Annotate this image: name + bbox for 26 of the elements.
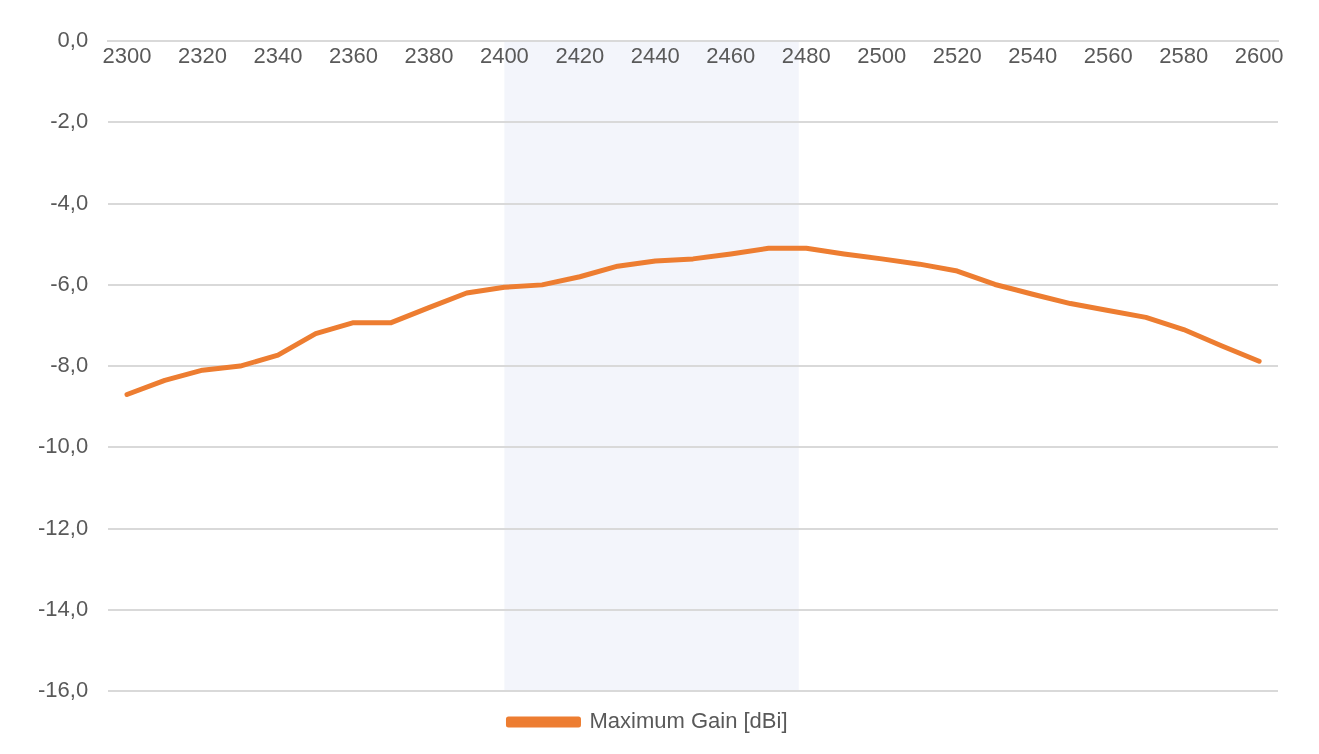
y-tick-label: 0,0 — [57, 27, 89, 53]
x-tick-label: 2420 — [555, 43, 605, 69]
x-tick-label: 2360 — [328, 43, 378, 69]
x-tick-label: 2480 — [781, 43, 831, 69]
y-tick-label: -8,0 — [50, 352, 89, 378]
y-tick-label: -12,0 — [37, 514, 89, 540]
x-tick-label: 2580 — [1159, 43, 1209, 69]
x-tick-label: 2440 — [630, 43, 680, 69]
x-tick-label: 2320 — [178, 43, 227, 69]
x-tick-label: 2540 — [1008, 43, 1058, 69]
y-tick-label: -6,0 — [50, 270, 89, 296]
x-tick-label: 2520 — [932, 43, 982, 69]
x-tick-label: 2300 — [102, 43, 152, 69]
y-tick-label: -14,0 — [37, 595, 89, 621]
y-tick-label: -4,0 — [50, 189, 89, 215]
x-tick-label: 2380 — [404, 43, 454, 69]
x-tick-label: 2460 — [706, 43, 756, 69]
y-tick-label: -16,0 — [37, 677, 89, 703]
x-tick-label: 2560 — [1083, 43, 1133, 69]
x-tick-label: 2400 — [479, 43, 529, 69]
legend-label: Maximum Gain [dBi] — [589, 708, 788, 734]
y-tick-label: -10,0 — [37, 433, 89, 459]
x-tick-label: 2500 — [857, 43, 907, 69]
x-tick-label: 2340 — [253, 43, 303, 69]
y-tick-label: -2,0 — [50, 108, 89, 134]
x-tick-label: 2600 — [1234, 43, 1284, 69]
